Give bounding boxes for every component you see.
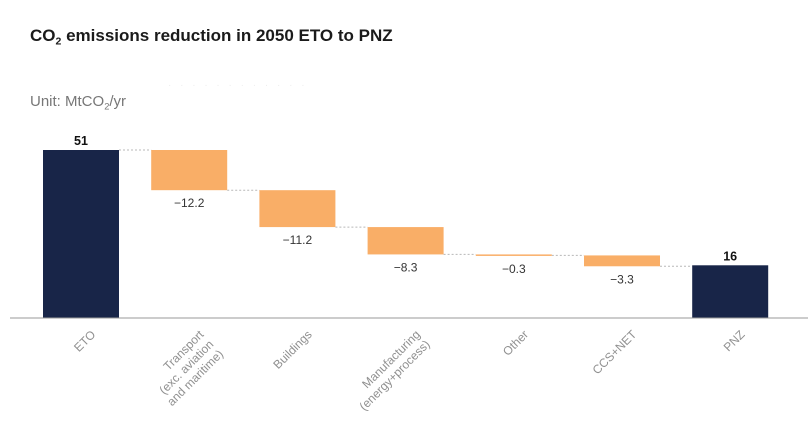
category-label-eto: ETO	[71, 327, 98, 354]
bar-eto	[43, 150, 119, 318]
chart-title: CO2 emissions reduction in 2050 ETO to P…	[30, 26, 393, 48]
bar-manufacturing	[367, 227, 444, 255]
category-labels: ETO Transport(exc. aviationand maritime) B…	[71, 327, 747, 413]
category-label-other: Other	[500, 327, 531, 358]
category-label-transport: Transport(exc. aviationand maritime)	[145, 327, 227, 409]
value-label-other: −0.3	[502, 262, 526, 276]
bar-pnz	[692, 265, 769, 318]
unit-label-background	[30, 84, 162, 116]
bar-transport	[151, 150, 228, 191]
value-labels: 51 −12.2 −11.2 −8.3 −0.3 −3.3 16	[74, 134, 737, 286]
category-label-buildings: Buildings	[270, 327, 314, 371]
value-label-manufacturing: −8.3	[394, 260, 418, 274]
value-label-pnz: 16	[723, 249, 737, 263]
category-label-ccs-net: CCS+NET	[590, 327, 640, 377]
category-label-pnz: PNZ	[721, 327, 748, 354]
value-label-buildings: −11.2	[283, 233, 313, 247]
bars	[43, 150, 769, 318]
value-label-transport: −12.2	[174, 196, 205, 210]
bar-buildings	[259, 190, 336, 228]
unit-label: Unit: MtCO2/yr	[30, 93, 127, 112]
value-label-eto: 51	[74, 134, 88, 148]
connector-lines	[119, 149, 693, 267]
bar-ccs-net	[584, 255, 660, 267]
faded-subtitle-text: · · · · · · · · · · · ·	[168, 80, 308, 91]
category-label-manufacturing: Manufacturing(energy+process)	[347, 327, 433, 413]
value-label-ccs-net: −3.3	[610, 272, 634, 286]
bar-other	[475, 254, 552, 256]
